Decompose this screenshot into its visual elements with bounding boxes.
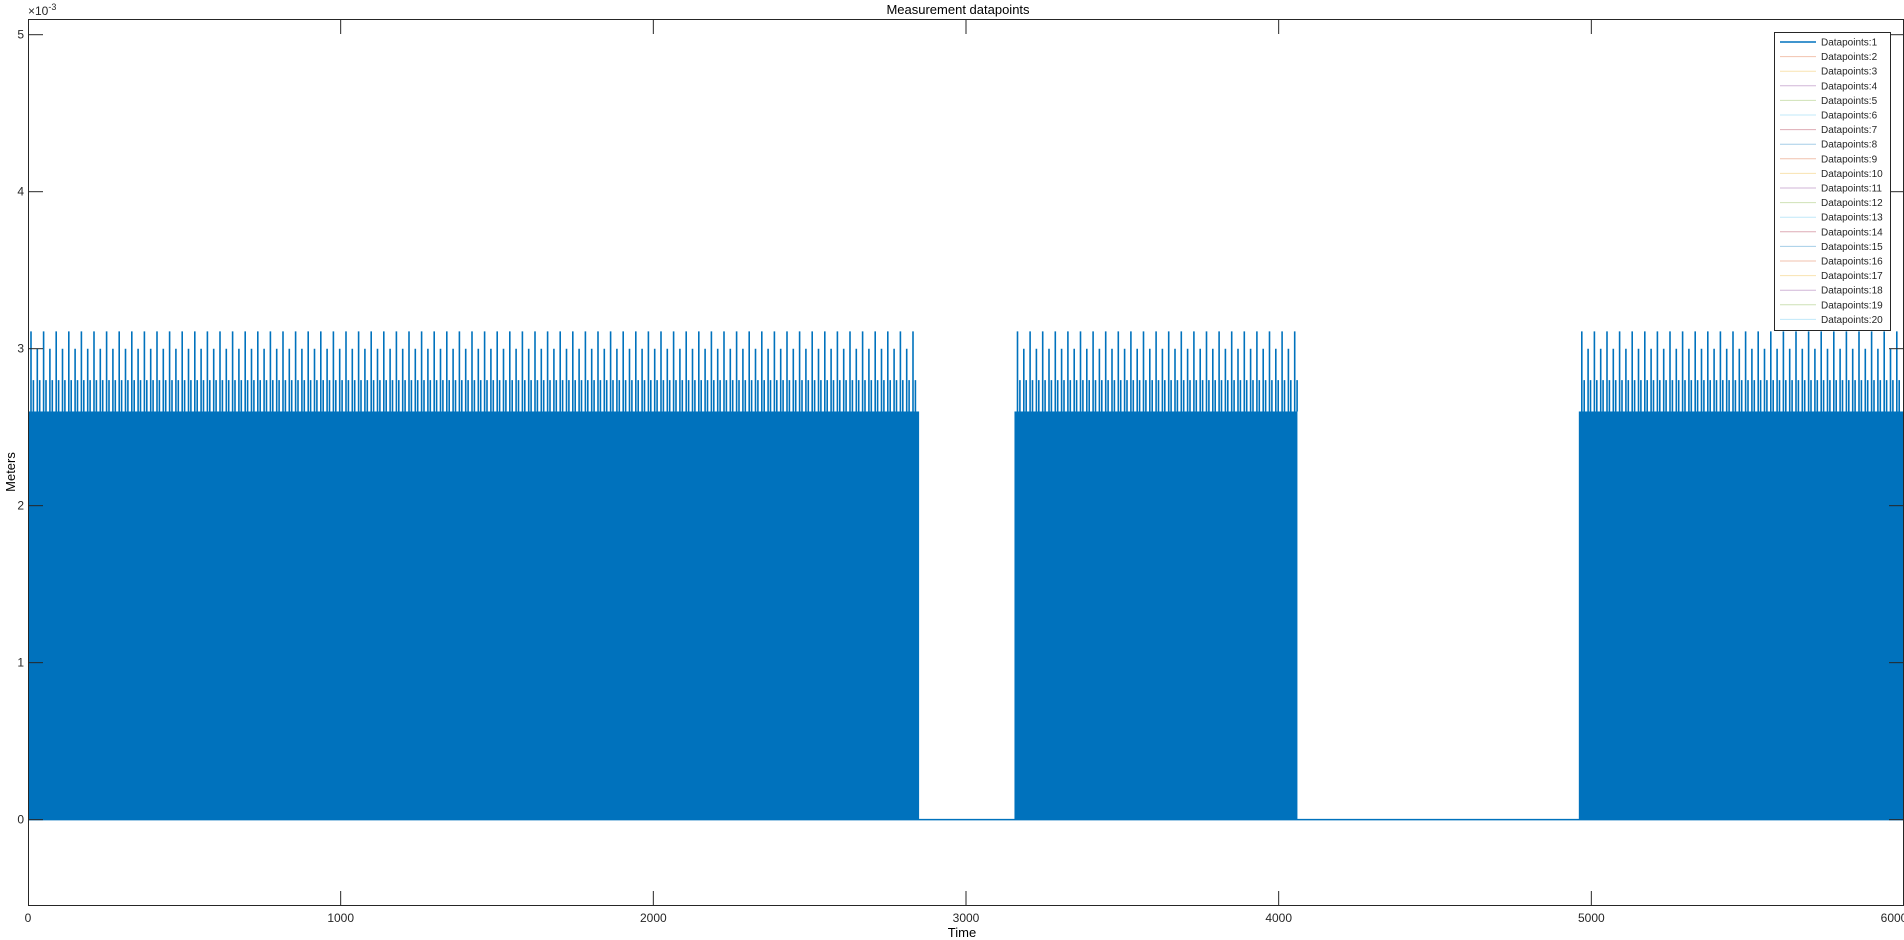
legend-entry-label: Datapoints:5	[1821, 96, 1878, 107]
x-tick-label: 4000	[1265, 911, 1292, 925]
series-spikes-2	[1016, 331, 1298, 412]
series-spikes-3	[1581, 331, 1900, 412]
legend-entry-label: Datapoints:9	[1821, 154, 1878, 165]
y-tick-label: 3	[17, 342, 24, 356]
legend-entry-label: Datapoints:7	[1821, 125, 1878, 136]
legend-entry-label: Datapoints:14	[1821, 227, 1883, 238]
y-tick-label: 5	[17, 28, 24, 42]
legend-entry-label: Datapoints:17	[1821, 271, 1883, 282]
plot-area	[28, 331, 1904, 821]
x-tick-label: 1000	[327, 911, 354, 925]
y-exponent-base: ×10	[28, 4, 49, 18]
legend-entry-label: Datapoints:4	[1821, 81, 1878, 92]
y-tick-label: 0	[17, 813, 24, 827]
y-exponent-label: ×10-3	[28, 2, 56, 18]
y-exponent-power: -3	[48, 2, 56, 12]
x-tick-label: 0	[25, 911, 32, 925]
chart-title: Measurement datapoints	[886, 2, 1030, 17]
y-tick-label: 4	[17, 185, 24, 199]
legend-entry-label: Datapoints:18	[1821, 286, 1883, 297]
series-active-band-3	[1578, 411, 1904, 820]
series-spike-path	[1581, 331, 1900, 412]
legend-entry-label: Datapoints:1	[1821, 38, 1878, 49]
series-active-band-2	[1014, 411, 1298, 820]
series-spike-path	[30, 331, 917, 412]
y-axis-label: Meters	[3, 452, 18, 492]
legend-entry-label: Datapoints:19	[1821, 300, 1883, 311]
x-tick-label: 5000	[1578, 911, 1605, 925]
x-axis-label: Time	[948, 925, 976, 940]
legend-entry-label: Datapoints:15	[1821, 242, 1883, 253]
legend[interactable]: Datapoints:1 Datapoints:2 Datapoints:3 Data…	[1774, 32, 1891, 331]
x-tick-label: 3000	[953, 911, 980, 925]
legend-entry-label: Datapoints:13	[1821, 213, 1883, 224]
legend-entry-label: Datapoints:2	[1821, 52, 1878, 63]
x-tick-label: 6000	[1881, 911, 1904, 925]
y-tick-label: 2	[17, 499, 24, 513]
series-spikes-1	[30, 331, 917, 412]
legend-entry-label: Datapoints:11	[1821, 184, 1882, 195]
series-spike-path	[1016, 331, 1298, 412]
legend-entry-label: Datapoints:10	[1821, 169, 1883, 180]
legend-entry-label: Datapoints:12	[1821, 198, 1883, 209]
legend-entry-label: Datapoints:3	[1821, 67, 1878, 78]
legend-entry-label: Datapoints:16	[1821, 257, 1883, 268]
x-tick-label: 2000	[640, 911, 667, 925]
legend-entry-label: Datapoints:8	[1821, 140, 1878, 151]
legend-box	[1774, 32, 1891, 331]
legend-entry-label: Datapoints:20	[1821, 315, 1883, 326]
legend-entry-label: Datapoints:6	[1821, 111, 1878, 122]
y-tick-label: 1	[17, 656, 24, 670]
series-active-band-1	[28, 411, 920, 820]
